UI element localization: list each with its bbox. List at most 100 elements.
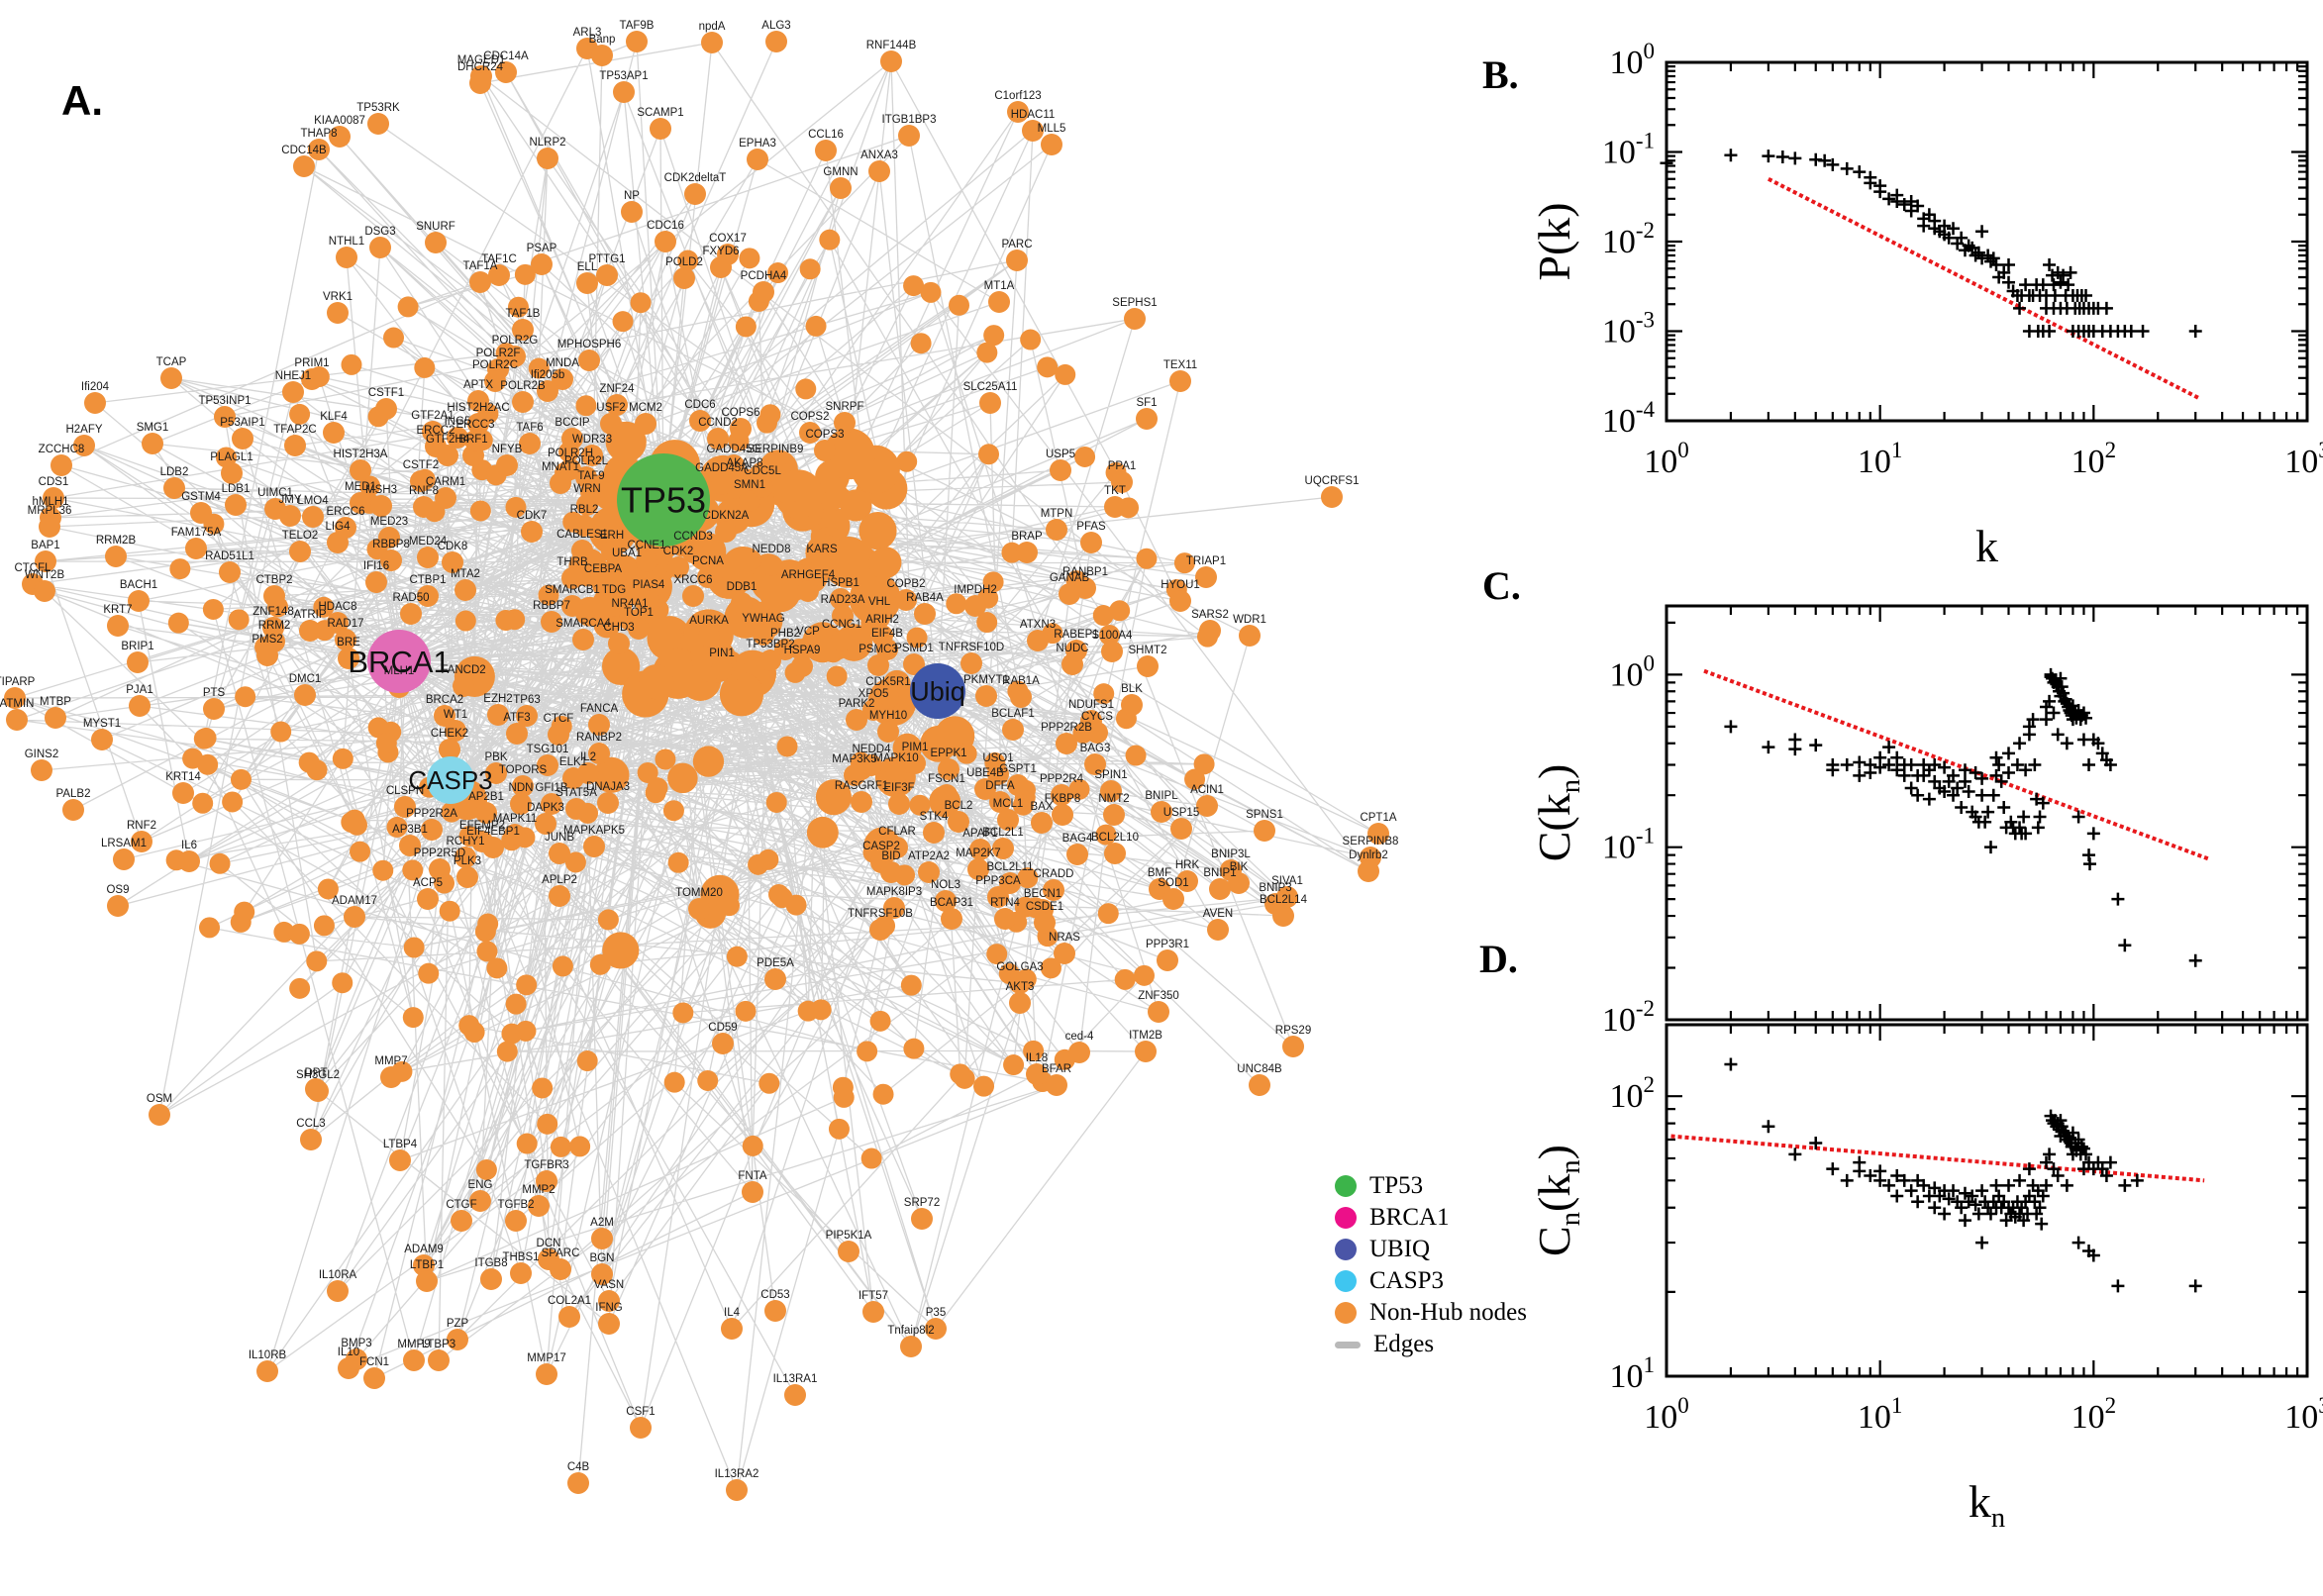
node-label: PFAS (1076, 521, 1106, 533)
network-node (689, 410, 711, 432)
node-label: CD59 (708, 1022, 737, 1034)
node-label: NEDD4 (853, 744, 892, 755)
node-label: PPP3CA (975, 875, 1021, 887)
network-node (936, 784, 958, 806)
node-label: VCP (796, 626, 820, 638)
network-node (624, 562, 672, 611)
network-node (799, 258, 821, 280)
network-node (1080, 532, 1102, 553)
network-node (178, 850, 200, 872)
node-label: TAF9B (620, 20, 655, 32)
node-label: CCNG1 (822, 619, 861, 631)
network-node (1022, 120, 1044, 142)
network-node (1121, 694, 1143, 716)
network-node (400, 603, 422, 625)
network-node (1358, 860, 1379, 882)
network-node (225, 494, 247, 516)
network-node (895, 589, 917, 611)
network-node (413, 496, 435, 518)
node-label: NTHL1 (329, 236, 364, 248)
network-node (767, 883, 789, 905)
node-label: TOPORS (499, 764, 548, 776)
network-node (600, 413, 622, 435)
node-label: SCAMP1 (637, 107, 683, 119)
node-label: PCDHA4 (741, 270, 787, 282)
node-label: RAD23A (821, 594, 865, 606)
node-label: TGFBR3 (524, 1159, 568, 1171)
network-node (256, 1360, 278, 1382)
network-node (350, 841, 371, 862)
node-label: FCN1 (359, 1356, 389, 1368)
network-node (495, 610, 517, 631)
network-node (592, 574, 614, 596)
network-node (997, 809, 1019, 831)
network-node (45, 707, 66, 729)
network-node (1027, 630, 1049, 651)
node-label: HSPB1 (822, 577, 859, 589)
node-label: MT1A (984, 280, 1015, 292)
node-label: DSG3 (364, 226, 395, 238)
network-node (335, 629, 356, 650)
network-node (346, 1348, 367, 1370)
node-label: BCL2L11 (986, 861, 1033, 873)
network-node (735, 316, 757, 338)
network-node (688, 898, 710, 920)
node-label: ITGB1BP3 (882, 114, 937, 126)
node-label: TIPARP (0, 676, 36, 688)
network-node (507, 296, 529, 318)
network-node (73, 435, 95, 456)
node-label: MAPK10 (873, 752, 918, 764)
legend-item-nonhub: Non-Hub nodes (1335, 1297, 1527, 1329)
network-labels: RNF144B ALG3 TP53AP1 C1orf123 HDAC11 MLL5 ITGB… (0, 20, 1398, 1480)
network-node (128, 590, 150, 612)
network-node (575, 395, 597, 417)
axis-tick-label: 10-2 (1602, 996, 1655, 1039)
node-label: GFI1B (535, 782, 568, 794)
network-node (185, 538, 207, 559)
network-node (1007, 774, 1029, 796)
axis-tick-label: 100 (1610, 650, 1656, 693)
network-node (1321, 486, 1343, 508)
node-label: GOLGA3 (996, 961, 1043, 973)
network-node (386, 816, 408, 838)
network-node (880, 861, 902, 883)
node-label: MAGED1 (457, 54, 506, 66)
node-label: SMARCA4 (556, 618, 611, 630)
node-label: MAP2K7 (956, 848, 1000, 859)
node-label: STAT5A (556, 787, 597, 799)
node-label: IL10RB (249, 1349, 287, 1361)
node-label: BECN1 (1024, 888, 1061, 900)
network-node (454, 610, 476, 632)
network-node (773, 474, 803, 504)
network-node (867, 654, 889, 676)
node-label: LTBP1 (410, 1259, 444, 1271)
node-label: RNF8 (409, 485, 439, 497)
network-node (967, 858, 989, 880)
network-node (464, 430, 486, 451)
network-node (1056, 733, 1077, 754)
node-label: POLD2 (665, 256, 703, 268)
network-node (752, 476, 773, 498)
network-node (639, 664, 674, 700)
node-label: PPA1 (1108, 460, 1137, 472)
network-node (199, 917, 221, 939)
network-node (830, 588, 852, 610)
network-node (900, 974, 922, 996)
node-label: ELL (577, 261, 598, 273)
network-node (458, 1015, 480, 1037)
network-node (569, 1136, 591, 1157)
node-label: TEX11 (1163, 359, 1197, 371)
node-label: BFAR (1042, 1063, 1071, 1075)
node-label: LTBP4 (383, 1139, 418, 1150)
network-node (974, 778, 996, 800)
node-label: ERH (600, 530, 624, 542)
casp3-dot-icon (1335, 1270, 1357, 1292)
network-node (758, 848, 779, 870)
axis-tick-label: 101 (1610, 1352, 1656, 1395)
node-label: LTBP3 (422, 1339, 455, 1350)
node-label: PBK (484, 751, 507, 763)
node-label: CLSPN (386, 785, 424, 797)
node-label: CSF1 (626, 1406, 655, 1418)
node-label: PPP2R2A (406, 808, 457, 820)
node-label: npdA (699, 21, 726, 33)
